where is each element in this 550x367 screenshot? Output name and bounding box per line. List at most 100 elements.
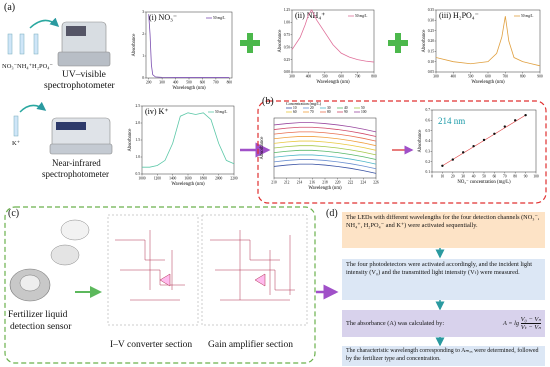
y-tick-label: 0.10 [428, 60, 434, 64]
x-tick-label: 700 [503, 75, 509, 79]
y-tick-label: 2.5 [136, 104, 141, 108]
y-tick-label: 2.0 [136, 121, 141, 125]
x-tick-label: 70 [503, 175, 507, 179]
x-tick-label: 400 [451, 75, 457, 79]
x-tick-label: 600 [339, 75, 345, 79]
x-tick-label: 50 [482, 175, 486, 179]
formula: A = lg V₀ − Vₙ Vₜ − Vₙ [503, 316, 541, 331]
x-tick-label: 700 [213, 81, 219, 85]
y-axis-label: Absorbance [278, 30, 283, 53]
x-tick-label: 220 [335, 181, 341, 185]
x-tick-label: 300 [159, 81, 165, 85]
sensor-image [9, 219, 90, 302]
formula-lhs: A = lg [502, 319, 519, 327]
line-series [273, 159, 377, 170]
legend-label: 10 [293, 106, 297, 110]
x-tick-label: 90 [524, 175, 528, 179]
legend-label: 50 mg/L [215, 110, 227, 114]
x-axis-label: NO₃⁻ concentration (mg/L) [457, 180, 511, 185]
y-tick-label: 1.25 [284, 8, 290, 12]
vial-label: H₂PO₄⁻ [32, 63, 53, 70]
panel-label: (c) [8, 208, 20, 219]
flow-step: The LEDs with different wavelengths for … [342, 212, 545, 248]
y-axis-label: Absorbance [260, 137, 265, 160]
y-axis-label: Absorbance [418, 130, 423, 153]
x-tick-label: 300 [433, 75, 439, 79]
legend-label: 20 [310, 106, 314, 110]
annotation: 214 nm [438, 116, 465, 126]
sensor-label: Fertilizer liquid [8, 310, 68, 320]
plot-frame [273, 117, 377, 179]
plot-frame [141, 105, 235, 175]
point [503, 125, 506, 128]
x-tick-label: 222 [348, 181, 354, 185]
x-tick-label: 1600 [184, 177, 191, 181]
legend-label: 90 [344, 110, 348, 114]
legend-title: Concentration (mg/L) [286, 101, 322, 106]
x-tick-label: 210 [271, 181, 277, 185]
arrow [29, 17, 60, 29]
x-axis-label: Wavelength (nm) [171, 182, 205, 187]
legend-label: 80 [327, 110, 331, 114]
x-axis-label: Wavelength (nm) [471, 80, 505, 85]
x-tick-label: 800 [227, 81, 233, 85]
y-tick-label: 0.3 [426, 150, 431, 154]
chart-title: (iv) K⁺ [145, 107, 169, 116]
legend-label: 30 [327, 106, 331, 110]
legend-label: 60 [293, 110, 297, 114]
panel-label: (d) [326, 208, 338, 219]
point [524, 113, 527, 117]
x-tick-label: 80 [513, 175, 517, 179]
x-tick-label: 200 [146, 81, 152, 85]
point [451, 158, 454, 161]
x-tick-label: 214 [297, 181, 303, 185]
point [493, 132, 496, 135]
chart-title: (i) NO₃⁻ [149, 13, 177, 22]
y-axis-label: Absorbance [128, 129, 133, 152]
y-tick-label: 0.7 [426, 108, 431, 112]
y-tick-label: 3 [142, 10, 144, 14]
x-axis-label: Wavelength (nm) [308, 186, 342, 191]
x-tick-label: 100 [533, 175, 539, 179]
legend-label: 50 mg/L [521, 14, 533, 18]
x-tick-label: 2000 [215, 177, 222, 181]
x-tick-label: 800 [371, 75, 377, 79]
line-series [273, 136, 377, 147]
x-tick-label: 224 [361, 181, 367, 185]
denominator: Vₜ − Vₙ [520, 324, 541, 331]
x-tick-label: 2200 [230, 177, 237, 181]
legend-label: 70 [310, 110, 314, 114]
vial-label: K⁺ [12, 140, 21, 147]
line-series [273, 149, 377, 160]
x-axis-label: Wavelength (nm) [316, 80, 350, 85]
x-tick-label: 400 [306, 75, 312, 79]
x-tick-label: 500 [186, 81, 192, 85]
device-label: spectrophotometer [42, 169, 109, 179]
line-series [273, 126, 377, 137]
line-series [435, 16, 541, 67]
y-tick-label: 0.5 [136, 172, 141, 176]
fraction: V₀ − Vₙ Vₜ − Vₙ [520, 316, 541, 331]
x-tick-label: 900 [537, 75, 543, 79]
x-axis-label: Wavelength (nm) [172, 86, 206, 91]
device-label: spectrophotometer [44, 81, 115, 91]
x-tick-label: 300 [289, 75, 295, 79]
x-tick-label: 10 [441, 175, 445, 179]
y-tick-label: 0 [142, 76, 144, 80]
y-tick-label: 0.2 [426, 160, 431, 164]
x-tick-label: 800 [520, 75, 526, 79]
line-series [273, 163, 377, 174]
x-tick-label: 600 [200, 81, 206, 85]
x-tick-label: 0 [431, 175, 433, 179]
line-series [273, 140, 377, 151]
panel-b-frame [257, 100, 547, 204]
y-tick-label: 0.35 [428, 8, 434, 12]
plus [240, 33, 408, 53]
y-tick-label: 0.15 [428, 50, 434, 54]
legend-label: 50 [361, 106, 365, 110]
sensor-label: detection sensor [10, 322, 72, 332]
x-tick-label: 500 [322, 75, 328, 79]
vial-label: NO₃⁻ [2, 63, 18, 70]
y-axis-label: Absorbance [132, 34, 137, 57]
y-tick-label: 0.00 [284, 70, 290, 74]
